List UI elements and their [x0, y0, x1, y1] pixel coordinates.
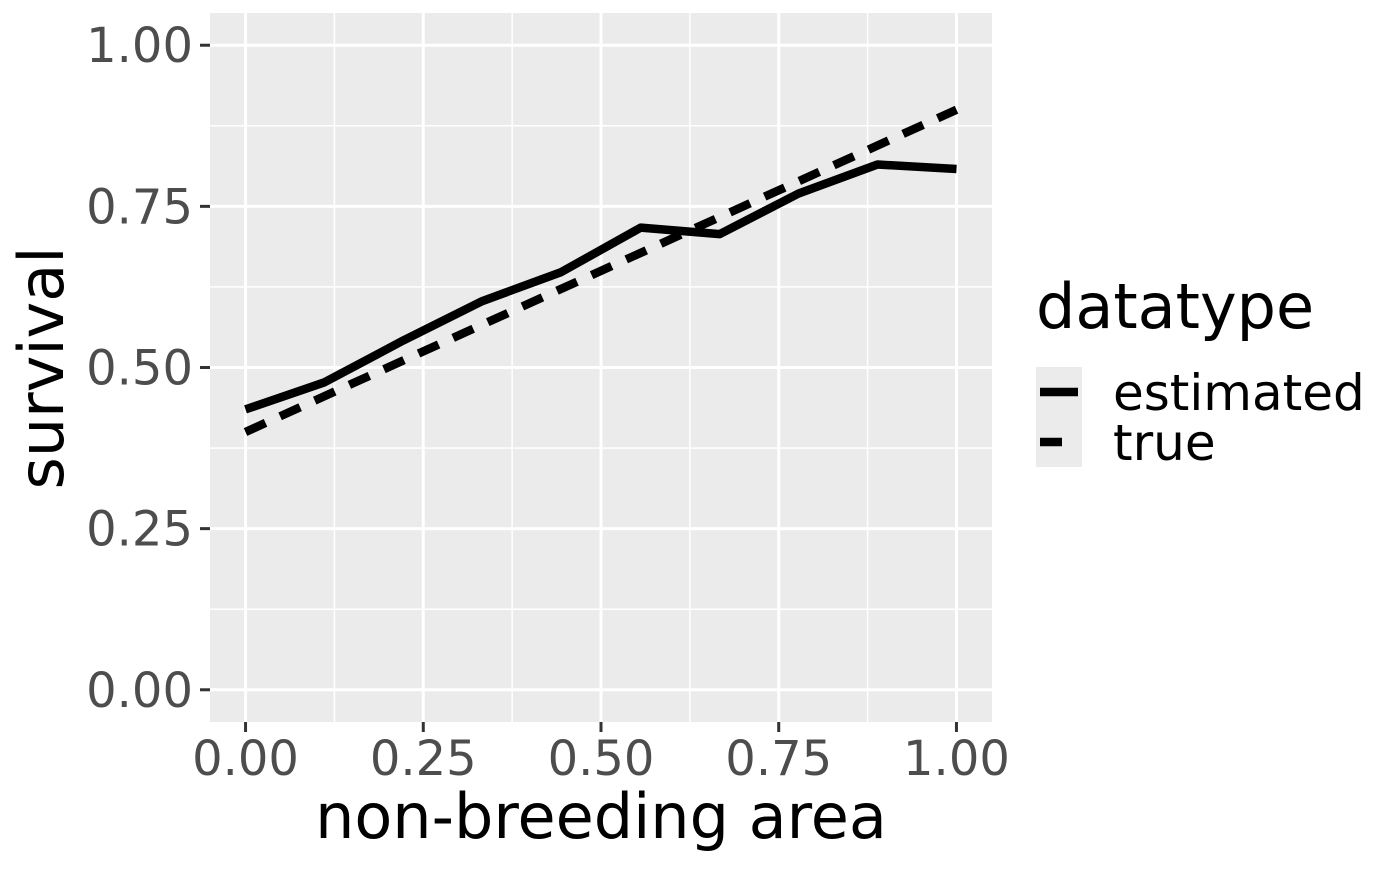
- x-axis-title: non-breeding area: [315, 780, 887, 853]
- legend-title: datatype: [1036, 270, 1314, 343]
- y-axis-title: survival: [5, 247, 78, 490]
- y-tick-label: 1.00: [86, 18, 193, 74]
- legend-label-true: true: [1113, 414, 1216, 472]
- x-axis-ticks: 0.00 0.25 0.50 0.75 1.00: [192, 722, 1010, 787]
- major-gridlines: [210, 13, 992, 722]
- y-axis-ticks: 0.00 0.25 0.50 0.75 1.00: [86, 18, 210, 719]
- x-tick-label: 0.75: [725, 731, 832, 787]
- x-tick-label: 0.25: [370, 731, 477, 787]
- series-line-estimated: [244, 160, 957, 414]
- y-tick-label: 0.50: [86, 341, 193, 397]
- x-tick-label: 0.50: [548, 731, 655, 787]
- legend-label-estimated: estimated: [1113, 364, 1365, 422]
- y-tick-label: 0.25: [86, 502, 193, 558]
- x-tick-label: 0.00: [192, 731, 299, 787]
- series-layer: [243, 105, 959, 436]
- x-tick-label: 1.00: [903, 731, 1010, 787]
- y-tick-label: 0.75: [86, 179, 193, 235]
- series-line-true: [243, 105, 959, 436]
- y-tick-label: 0.00: [86, 663, 193, 719]
